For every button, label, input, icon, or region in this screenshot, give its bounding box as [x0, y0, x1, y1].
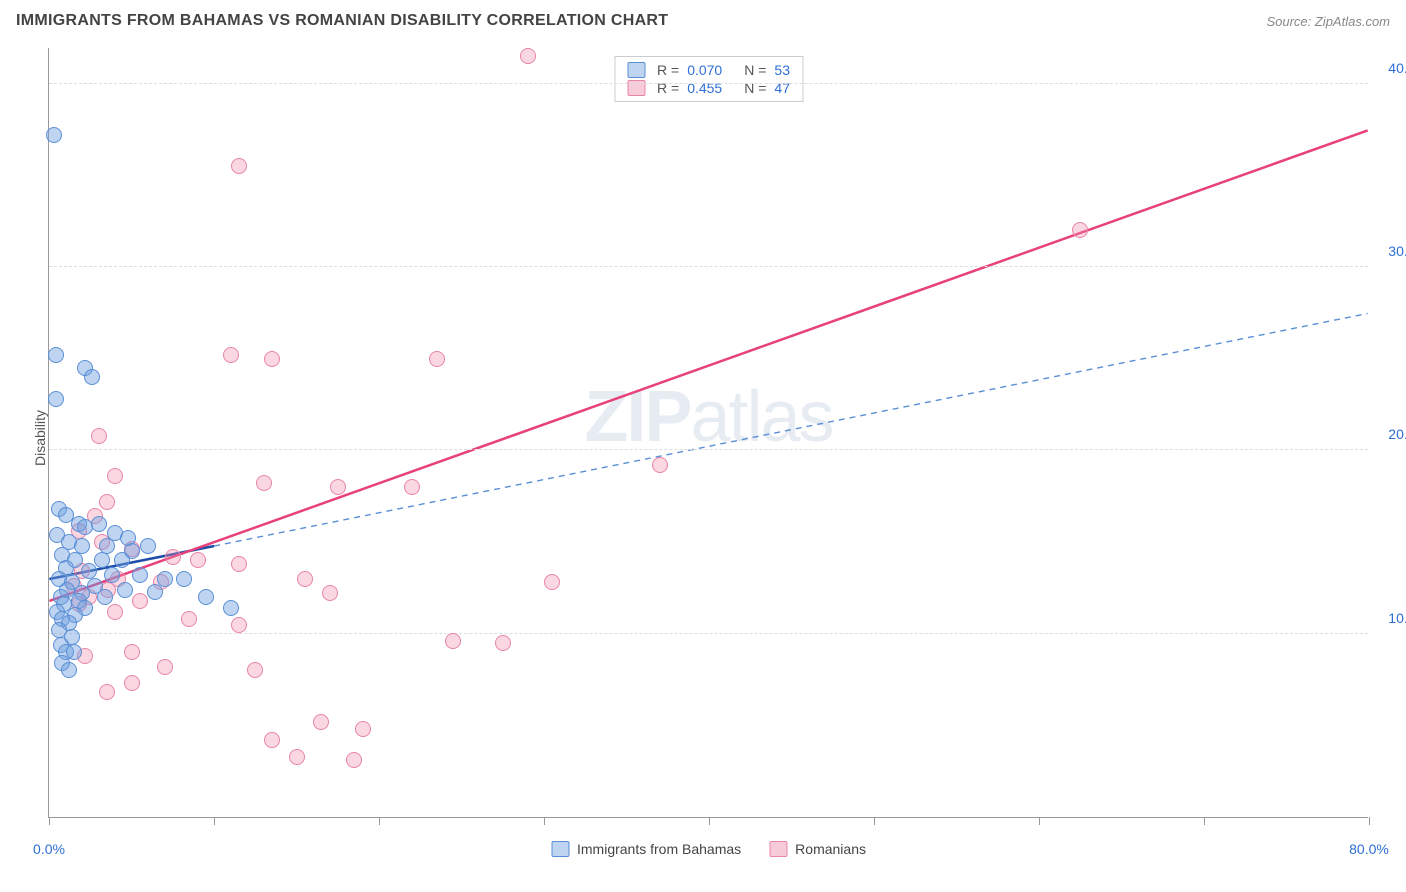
data-point-pink — [520, 48, 536, 64]
legend-series: Immigrants from Bahamas Romanians — [551, 841, 866, 857]
data-point-pink — [289, 749, 305, 765]
data-point-pink — [264, 351, 280, 367]
swatch-blue — [551, 841, 569, 857]
data-point-pink — [297, 571, 313, 587]
gridline — [49, 449, 1368, 450]
data-point-blue — [94, 552, 110, 568]
data-point-blue — [223, 600, 239, 616]
data-point-pink — [231, 556, 247, 572]
x-tick — [214, 817, 215, 825]
swatch-blue — [627, 62, 645, 78]
data-point-pink — [223, 347, 239, 363]
legend-correlation: R = 0.070 N = 53 R = 0.455 N = 47 — [614, 56, 803, 102]
source-label: Source: ZipAtlas.com — [1266, 14, 1390, 29]
gridline — [49, 633, 1368, 634]
data-point-blue — [114, 552, 130, 568]
data-point-pink — [231, 617, 247, 633]
data-point-blue — [61, 662, 77, 678]
data-point-blue — [91, 516, 107, 532]
x-tick — [1204, 817, 1205, 825]
data-point-blue — [198, 589, 214, 605]
x-tick — [379, 817, 380, 825]
data-point-pink — [107, 468, 123, 484]
data-point-pink — [181, 611, 197, 627]
x-tick — [709, 817, 710, 825]
trendline — [49, 130, 1367, 601]
trendline — [214, 313, 1368, 546]
trendlines-svg — [49, 48, 1368, 817]
data-point-pink — [99, 684, 115, 700]
y-tick-label: 30.0% — [1388, 243, 1406, 259]
data-point-blue — [132, 567, 148, 583]
data-point-blue — [140, 538, 156, 554]
data-point-blue — [104, 567, 120, 583]
chart-container: Disability ZIPatlas R = 0.070 N = 53 R =… — [48, 38, 1386, 838]
x-tick — [1039, 817, 1040, 825]
data-point-blue — [46, 127, 62, 143]
data-point-pink — [165, 549, 181, 565]
legend-item-bahamas: Immigrants from Bahamas — [551, 841, 741, 857]
x-tick-label: 0.0% — [33, 841, 65, 857]
data-point-pink — [322, 585, 338, 601]
x-tick — [544, 817, 545, 825]
watermark: ZIPatlas — [584, 376, 832, 458]
data-point-pink — [404, 479, 420, 495]
data-point-pink — [429, 351, 445, 367]
data-point-pink — [652, 457, 668, 473]
data-point-pink — [445, 633, 461, 649]
data-point-blue — [84, 369, 100, 385]
y-tick-label: 40.0% — [1388, 60, 1406, 76]
data-point-blue — [99, 538, 115, 554]
data-point-pink — [330, 479, 346, 495]
data-point-pink — [247, 662, 263, 678]
data-point-pink — [190, 552, 206, 568]
legend-row-blue: R = 0.070 N = 53 — [627, 61, 790, 79]
data-point-pink — [157, 659, 173, 675]
data-point-blue — [176, 571, 192, 587]
data-point-pink — [256, 475, 272, 491]
data-point-pink — [132, 593, 148, 609]
data-point-pink — [544, 574, 560, 590]
data-point-pink — [99, 494, 115, 510]
data-point-pink — [1072, 222, 1088, 238]
data-point-pink — [107, 604, 123, 620]
x-tick — [874, 817, 875, 825]
data-point-blue — [48, 391, 64, 407]
x-tick — [49, 817, 50, 825]
data-point-pink — [495, 635, 511, 651]
legend-item-romanians: Romanians — [769, 841, 866, 857]
y-tick-label: 20.0% — [1388, 426, 1406, 442]
data-point-pink — [124, 675, 140, 691]
data-point-pink — [231, 158, 247, 174]
chart-title: IMMIGRANTS FROM BAHAMAS VS ROMANIAN DISA… — [16, 12, 668, 30]
data-point-blue — [97, 589, 113, 605]
gridline — [49, 266, 1368, 267]
x-tick — [1369, 817, 1370, 825]
data-point-pink — [355, 721, 371, 737]
swatch-pink — [769, 841, 787, 857]
data-point-pink — [313, 714, 329, 730]
plot-area: ZIPatlas R = 0.070 N = 53 R = 0.455 N = … — [48, 48, 1368, 818]
data-point-blue — [81, 563, 97, 579]
y-axis-title: Disability — [32, 410, 48, 466]
data-point-pink — [346, 752, 362, 768]
data-point-pink — [124, 644, 140, 660]
gridline — [49, 83, 1368, 84]
x-tick-label: 80.0% — [1349, 841, 1389, 857]
data-point-blue — [48, 347, 64, 363]
y-tick-label: 10.0% — [1388, 610, 1406, 626]
data-point-blue — [117, 582, 133, 598]
data-point-pink — [264, 732, 280, 748]
data-point-pink — [91, 428, 107, 444]
data-point-blue — [147, 584, 163, 600]
data-point-blue — [74, 538, 90, 554]
